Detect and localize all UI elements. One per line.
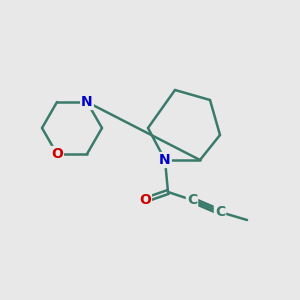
Text: C: C (215, 205, 225, 219)
Text: N: N (81, 95, 93, 109)
Text: O: O (51, 147, 63, 161)
Text: C: C (187, 193, 197, 207)
Text: O: O (139, 193, 151, 207)
Text: N: N (159, 153, 171, 167)
